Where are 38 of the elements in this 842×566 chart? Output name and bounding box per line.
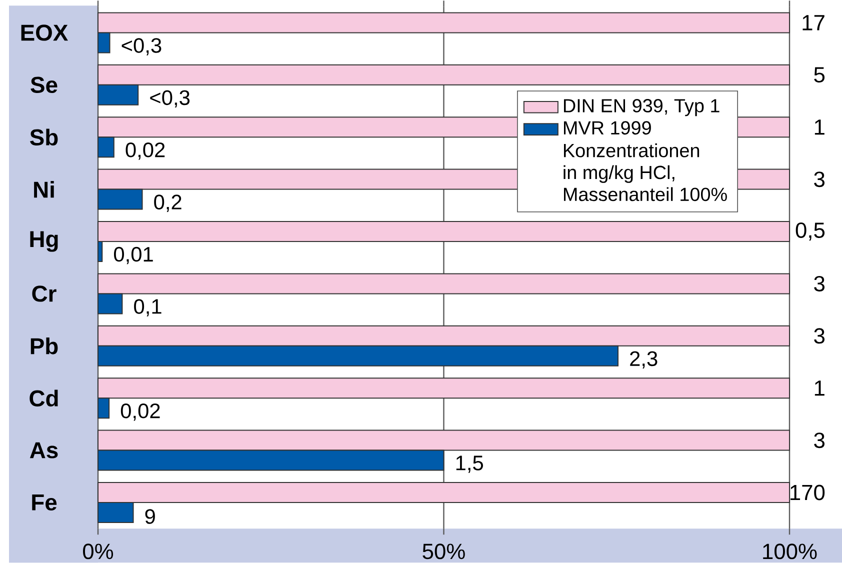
- y-tick-label: Pb: [30, 338, 58, 354]
- y-tick-label: EOX: [21, 24, 68, 41]
- legend-label: DIN EN 939, Typ 1: [564, 99, 720, 116]
- annotation: 2,3: [630, 351, 658, 369]
- x-tick-label: 0%: [83, 544, 114, 560]
- annotation: 0,01: [114, 246, 153, 264]
- annotation: 3: [814, 432, 824, 448]
- annotation: 17: [802, 15, 824, 30]
- annotation: 0,5: [796, 222, 825, 241]
- annotation: <0,3: [122, 38, 162, 56]
- annotation: 5: [814, 67, 825, 83]
- x-tick-label: 100%: [763, 544, 817, 560]
- annotation: 170: [790, 484, 825, 500]
- annotation: <0,3: [150, 90, 190, 108]
- y-tick-label: Cr: [32, 286, 56, 302]
- y-tick-label: Fe: [32, 494, 57, 511]
- x-tick-label: 50%: [422, 544, 465, 560]
- y-tick-label: As: [30, 442, 58, 458]
- annotation: 3: [814, 328, 824, 344]
- annotation: Massenanteil 100%: [564, 187, 727, 202]
- annotation: 1,5: [456, 456, 483, 473]
- annotation: 0,02: [126, 142, 165, 160]
- y-tick-label: Ni: [34, 181, 54, 198]
- y-tick-label: Hg: [30, 231, 58, 252]
- annotation: Konzentrationen: [564, 143, 700, 158]
- annotation: 0,1: [134, 299, 162, 316]
- annotation: 0,02: [120, 404, 160, 421]
- annotation: 1: [814, 120, 824, 135]
- annotation: 3: [814, 276, 824, 292]
- annotation: 1: [814, 380, 824, 396]
- y-tick-label: Cd: [30, 390, 58, 407]
- y-tick-label: Se: [30, 76, 58, 94]
- annotation: 0,2: [154, 194, 182, 212]
- annotation: 9: [145, 509, 155, 524]
- annotation: 3: [814, 172, 824, 188]
- legend-label: MVR 1999: [564, 121, 651, 135]
- annotation: in mg/kg HCl,: [564, 165, 674, 184]
- y-tick-label: Sb: [30, 128, 58, 146]
